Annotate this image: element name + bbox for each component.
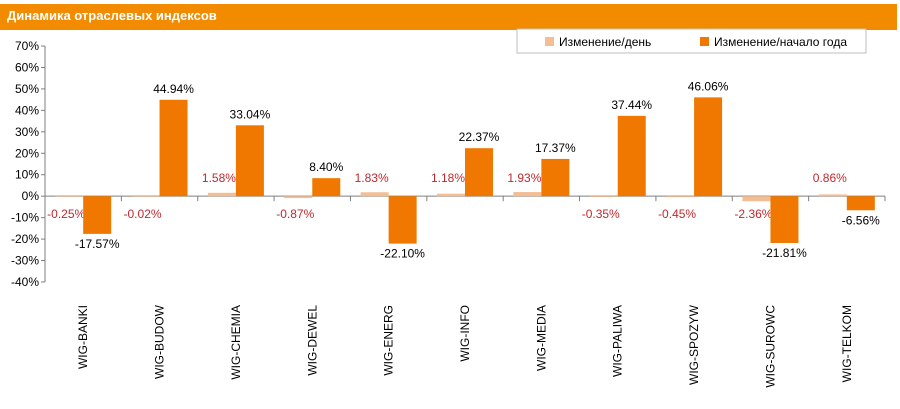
bar-ytd — [846, 196, 875, 211]
legend-label: Изменение/начало года — [714, 35, 847, 49]
bar-day — [513, 192, 542, 197]
data-label-day: 1.18% — [431, 171, 465, 185]
bar-day — [589, 196, 618, 197]
y-tick-label: 40% — [15, 103, 39, 117]
category-label: WIG-SUROWC — [763, 305, 777, 388]
data-label-day: -0.87% — [276, 207, 314, 221]
data-label-day: -2.36% — [734, 207, 772, 221]
bar-day — [207, 192, 236, 197]
data-label-ytd: 17.37% — [535, 141, 576, 155]
category-label: WIG-BUDOW — [153, 304, 167, 379]
bar-ytd — [235, 125, 264, 197]
data-label-ytd: -22.10% — [380, 247, 425, 261]
y-tick-label: 10% — [15, 168, 39, 182]
category-label: WIG-PALIWA — [611, 305, 625, 377]
bar-ytd — [159, 99, 188, 197]
bar-ytd — [617, 115, 646, 197]
category-label: WIG-INFO — [458, 305, 472, 362]
category-label: WIG-SPOZYW — [687, 304, 701, 385]
bar-ytd — [694, 97, 723, 197]
chart-title-bar: Динамика отраслевых индексов — [0, 4, 897, 30]
bar-ytd — [541, 158, 570, 197]
bar-ytd — [770, 196, 799, 243]
data-label-ytd: 8.40% — [309, 160, 343, 174]
y-tick-label: 30% — [15, 125, 39, 139]
legend-swatch — [545, 37, 554, 46]
category-label: WIG-CHEMIA — [229, 305, 243, 380]
bar-ytd — [465, 148, 493, 197]
data-label-ytd: -17.57% — [75, 237, 120, 251]
category-label: WIG-MEDIA — [534, 305, 548, 371]
data-label-day: 1.93% — [507, 171, 541, 185]
data-label-ytd: 33.04% — [230, 107, 271, 121]
bar-day — [360, 192, 389, 197]
bar-day — [742, 196, 771, 202]
chart-title: Динамика отраслевых индексов — [7, 8, 217, 23]
data-label-day: -0.35% — [582, 207, 620, 221]
y-tick-label: 0% — [22, 189, 40, 203]
bar-day — [437, 193, 465, 197]
bar-day — [284, 196, 313, 199]
data-label-day: 1.83% — [355, 171, 389, 185]
category-label: WIG-TELKOM — [840, 305, 854, 382]
legend-box — [516, 28, 867, 54]
data-label-ytd: 44.94% — [153, 82, 194, 96]
y-tick-label: -10% — [11, 211, 39, 225]
bar-day — [666, 196, 695, 198]
data-label-day: 1.58% — [202, 171, 236, 185]
y-tick-label: 60% — [15, 60, 39, 74]
y-tick-label: 70% — [15, 39, 39, 53]
bar-day — [818, 194, 847, 197]
legend-label: Изменение/день — [559, 35, 651, 49]
data-label-ytd: 46.06% — [688, 79, 729, 93]
data-label-ytd: -21.81% — [762, 246, 807, 260]
y-tick-label: 50% — [15, 82, 39, 96]
y-tick-label: 20% — [15, 146, 39, 160]
bar-day — [55, 196, 84, 197]
bar-ytd — [388, 196, 417, 244]
legend-swatch — [700, 37, 709, 46]
bar-ytd — [312, 178, 341, 197]
data-label-ytd: 37.44% — [611, 98, 652, 112]
data-label-ytd: 22.37% — [459, 130, 500, 144]
y-tick-label: -40% — [11, 275, 39, 289]
data-label-ytd: -6.56% — [842, 213, 880, 227]
y-tick-label: -30% — [11, 254, 39, 268]
y-tick-label: -20% — [11, 232, 39, 246]
data-label-day: 0.86% — [813, 171, 847, 185]
data-label-day: -0.45% — [658, 207, 696, 221]
category-label: WIG-ENERG — [382, 305, 396, 376]
data-label-day: -0.25% — [47, 207, 85, 221]
category-label: WIG-DEWEL — [305, 305, 319, 376]
bar-ytd — [83, 196, 112, 234]
category-label: WIG-BANKI — [76, 305, 90, 369]
data-label-day: -0.02% — [124, 207, 162, 221]
bar-day — [131, 196, 160, 197]
